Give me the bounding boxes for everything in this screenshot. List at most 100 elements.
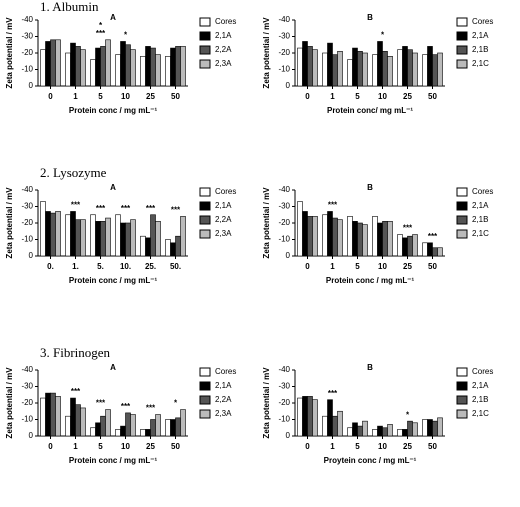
significance-label: *** bbox=[328, 201, 338, 210]
legend-label: Cores bbox=[472, 187, 493, 196]
y-axis-label: Zeta potential / mV bbox=[262, 187, 271, 259]
significance-label: * bbox=[174, 399, 178, 408]
bar bbox=[397, 49, 403, 87]
bar bbox=[115, 429, 121, 437]
legend-swatch bbox=[199, 201, 211, 211]
legend-label: 2,2A bbox=[215, 45, 232, 54]
y-tick-label: -10 bbox=[21, 235, 33, 244]
bar bbox=[437, 417, 443, 437]
y-tick-label: 0 bbox=[29, 431, 34, 440]
bar bbox=[55, 211, 61, 257]
legend-swatch bbox=[199, 215, 211, 225]
y-tick-label: -20 bbox=[278, 398, 290, 407]
bar bbox=[432, 54, 438, 87]
bar bbox=[150, 47, 156, 87]
legend-swatch bbox=[199, 367, 211, 377]
y-tick-label: -20 bbox=[278, 48, 290, 57]
y-tick-label: -10 bbox=[21, 415, 33, 424]
x-tick-label: 25 bbox=[403, 262, 412, 271]
bar bbox=[372, 429, 378, 437]
bar bbox=[332, 217, 338, 257]
panel-label: B bbox=[367, 13, 373, 22]
x-tick-label: 0 bbox=[48, 92, 53, 101]
bar bbox=[307, 216, 313, 257]
x-tick-label: 5 bbox=[355, 92, 360, 101]
bar bbox=[337, 410, 343, 437]
panel-label: A bbox=[110, 13, 116, 22]
bar bbox=[377, 425, 383, 437]
x-tick-label: 0 bbox=[305, 92, 310, 101]
bar bbox=[422, 54, 428, 87]
x-tick-label: 1. bbox=[72, 262, 79, 271]
significance-label: *** bbox=[96, 29, 106, 38]
legend-label: 2,1C bbox=[472, 59, 489, 68]
legend-label: 2,2A bbox=[215, 215, 232, 224]
bar bbox=[100, 221, 106, 257]
legend-label: Cores bbox=[472, 17, 493, 26]
x-tick-label: 0 bbox=[305, 262, 310, 271]
x-tick-label: 10 bbox=[378, 442, 387, 451]
x-tick-label: 5 bbox=[98, 92, 103, 101]
x-tick-label: 1 bbox=[73, 442, 78, 451]
bar bbox=[357, 425, 363, 437]
bar bbox=[80, 219, 86, 257]
significance-label: *** bbox=[328, 389, 338, 398]
bar bbox=[130, 49, 136, 87]
x-tick-label: 50 bbox=[171, 92, 180, 101]
bar bbox=[125, 44, 131, 87]
bar bbox=[80, 407, 86, 437]
bar bbox=[105, 409, 111, 437]
bar bbox=[372, 216, 378, 257]
x-axis-label: Proytein conc / mg mL⁻¹ bbox=[324, 456, 417, 465]
bar bbox=[382, 427, 388, 437]
bar bbox=[75, 404, 81, 437]
bar bbox=[55, 396, 61, 437]
y-tick-label: -30 bbox=[278, 382, 290, 391]
y-axis-label: Zeta potential / mV bbox=[262, 17, 271, 89]
bar bbox=[170, 47, 176, 87]
bar bbox=[427, 242, 433, 257]
legend-swatch bbox=[199, 409, 211, 419]
x-axis-label: Protein conc/ mg mL⁻¹ bbox=[327, 106, 413, 115]
bar bbox=[347, 427, 353, 437]
bar bbox=[150, 214, 156, 257]
bar bbox=[302, 211, 308, 257]
legend-swatch bbox=[199, 17, 211, 27]
legend-label: 2,1A bbox=[472, 201, 489, 210]
bar bbox=[397, 429, 403, 437]
bar bbox=[352, 221, 358, 257]
x-tick-label: 25 bbox=[403, 442, 412, 451]
bar bbox=[347, 216, 353, 257]
bar bbox=[327, 399, 333, 437]
bar bbox=[130, 219, 136, 257]
y-tick-label: -30 bbox=[21, 382, 33, 391]
bar bbox=[402, 46, 408, 87]
y-tick-label: -40 bbox=[278, 365, 290, 374]
x-tick-label: 50 bbox=[428, 442, 437, 451]
bar bbox=[95, 47, 101, 87]
bar bbox=[130, 414, 136, 437]
x-tick-label: 50 bbox=[428, 92, 437, 101]
y-tick-label: -30 bbox=[278, 32, 290, 41]
bar bbox=[165, 239, 171, 257]
bar bbox=[140, 429, 146, 437]
x-tick-label: 50. bbox=[170, 262, 181, 271]
y-tick-label: -10 bbox=[278, 235, 290, 244]
bar bbox=[297, 47, 303, 87]
bar bbox=[337, 51, 343, 87]
bar bbox=[145, 46, 151, 87]
significance-label: *** bbox=[121, 204, 131, 213]
legend-label: 2,1A bbox=[472, 31, 489, 40]
legend-swatch bbox=[456, 367, 468, 377]
y-axis-label: Zeta potential / mV bbox=[5, 187, 14, 259]
bar bbox=[165, 419, 171, 437]
bar bbox=[75, 46, 81, 87]
bar bbox=[412, 234, 418, 257]
legend-swatch bbox=[199, 229, 211, 239]
bar bbox=[407, 235, 413, 257]
bar bbox=[50, 392, 56, 437]
bar bbox=[40, 201, 46, 257]
x-axis-label: Protein conc / mg mL⁻¹ bbox=[69, 106, 158, 115]
legend-label: 2,1B bbox=[472, 215, 488, 224]
legend-swatch bbox=[199, 381, 211, 391]
